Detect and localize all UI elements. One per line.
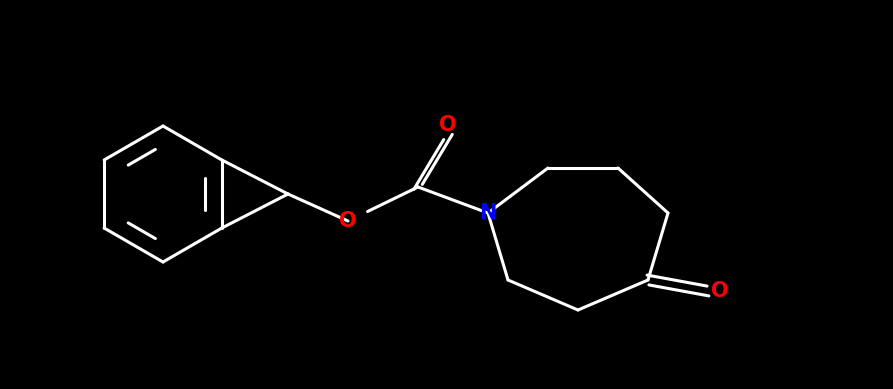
Text: N: N <box>480 203 497 223</box>
Text: O: O <box>439 115 457 135</box>
Text: O: O <box>711 281 729 301</box>
Text: O: O <box>339 211 357 231</box>
